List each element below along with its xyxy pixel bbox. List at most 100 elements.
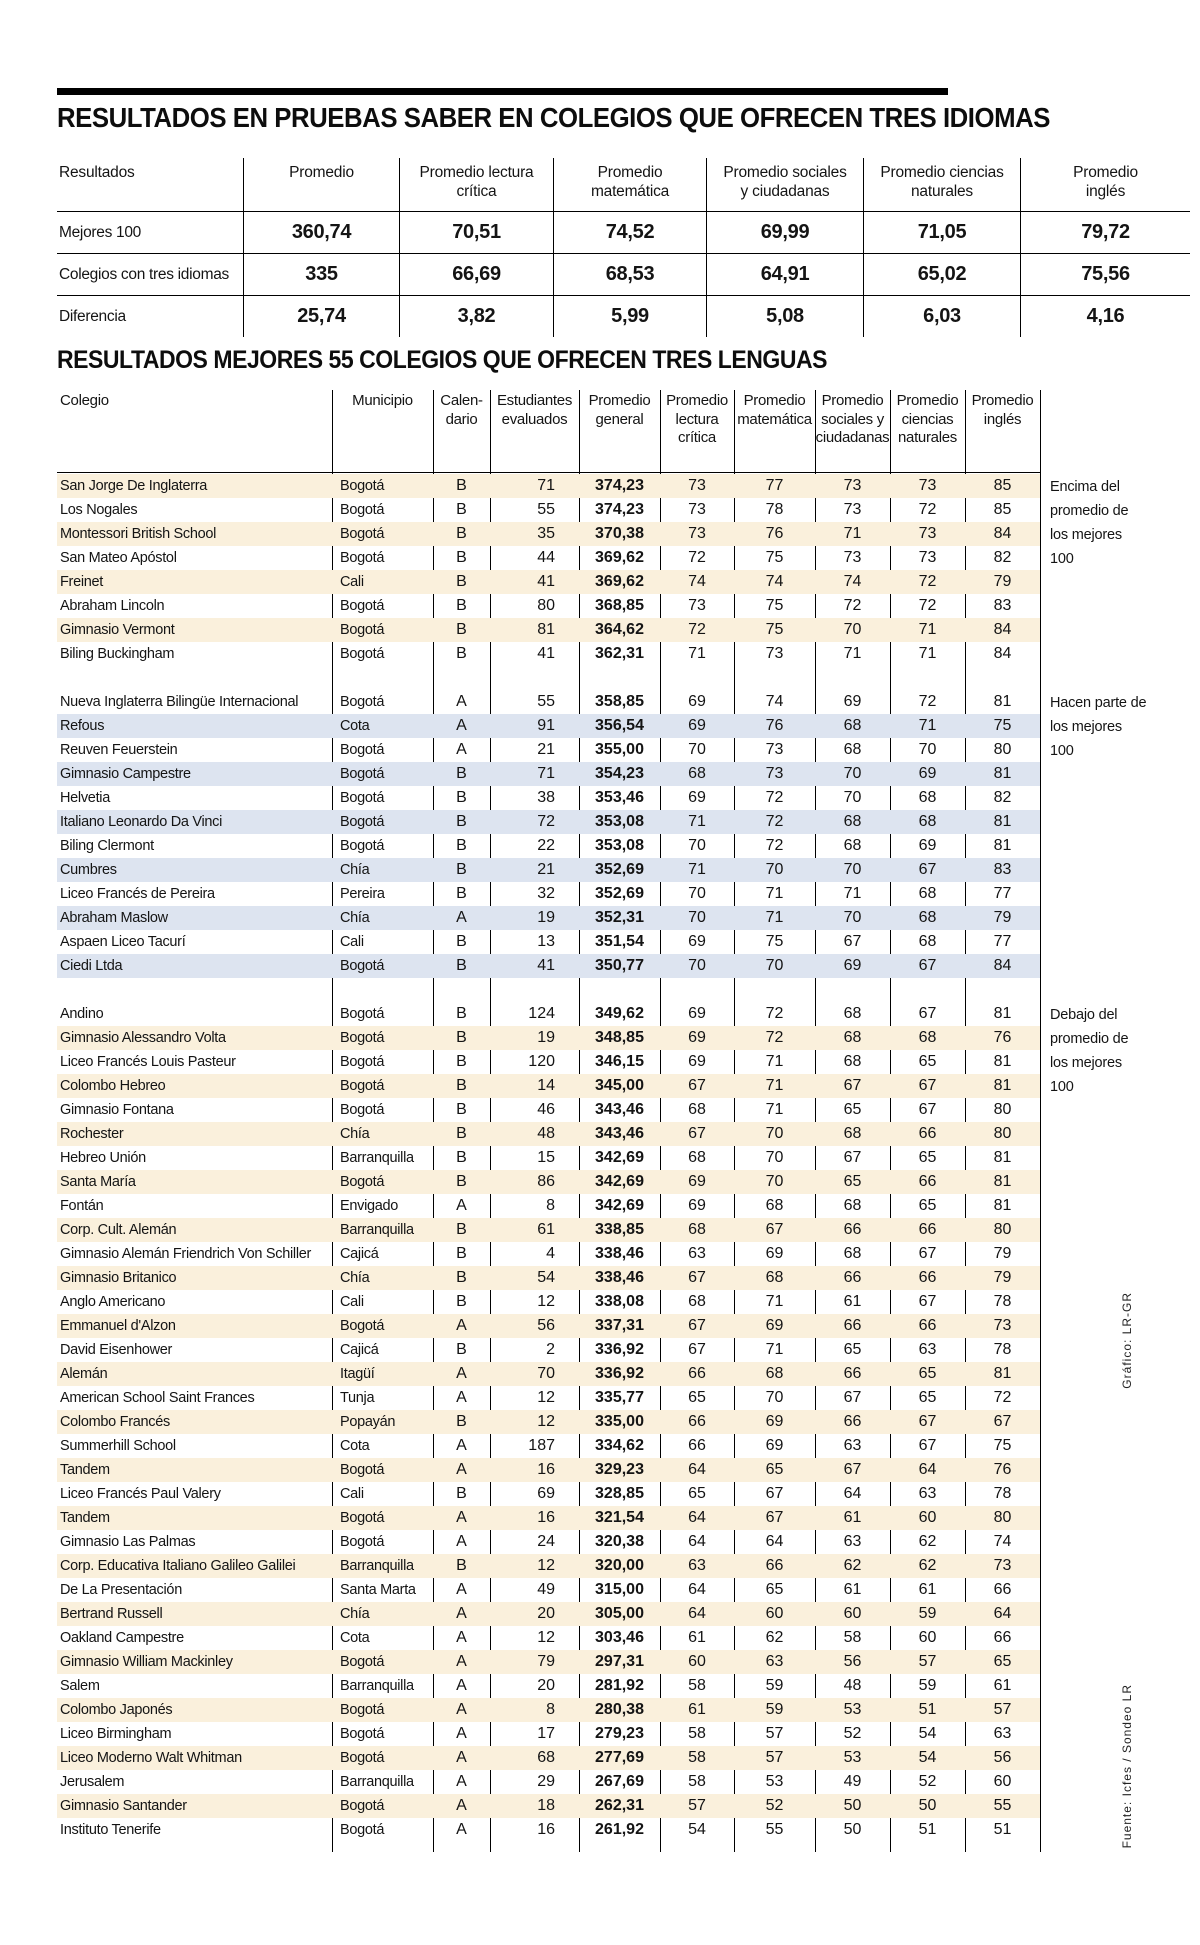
cell-sociales: 66 [815,1266,890,1290]
cell-municipio: Cajicá [332,1242,433,1266]
cell-lectura-critica: 69 [660,1026,734,1050]
cell-sociales: 60 [815,1602,890,1626]
cell-lectura-critica: 72 [660,618,734,642]
cell-promedio-general: 305,00 [579,1602,660,1626]
cell-municipio: Bogotá [332,1050,433,1074]
cell-colegio: Gimnasio Las Palmas [57,1530,332,1554]
table-row: Italiano Leonardo Da VinciBogotáB72353,0… [57,810,1040,834]
cell-ingles: 73 [965,1554,1040,1578]
cell-municipio: Bogotá [332,546,433,570]
cell-promedio-general: 338,08 [579,1290,660,1314]
cell-promedio-general: 343,46 [579,1122,660,1146]
summary-row-label: Diferencia [57,295,243,337]
cell-calendario: B [433,882,490,906]
table-row: Liceo Francés Louis PasteurBogotáB120346… [57,1050,1040,1074]
cell-ciencias: 67 [890,1410,965,1434]
cell-municipio: Barranquilla [332,1218,433,1242]
summary-column-header: Promedio sociales y ciudadanas [706,158,863,211]
cell-ingles: 84 [965,618,1040,642]
cell-sociales: 68 [815,1122,890,1146]
ranking-column-header: Promedio inglés [965,390,1040,472]
cell-colegio: Cumbres [57,858,332,882]
cell-promedio-general: 321,54 [579,1506,660,1530]
cell-estudiantes: 91 [490,714,579,738]
cell-municipio: Bogotá [332,1650,433,1674]
cell-ingles: 75 [965,714,1040,738]
cell-estudiantes: 46 [490,1098,579,1122]
cell-promedio-general: 362,31 [579,642,660,666]
ranking-column-header: Promedio matemática [734,390,815,472]
cell-ciencias: 72 [890,594,965,618]
table-row: Colombo JaponésBogotáA8280,386159535157 [57,1698,1040,1722]
cell-ciencias: 71 [890,642,965,666]
cell-municipio: Cali [332,570,433,594]
cell-ciencias: 71 [890,618,965,642]
summary-column-header: Resultados [57,158,243,211]
cell-ciencias: 72 [890,570,965,594]
cell-colegio: Jerusalem [57,1770,332,1794]
cell-matematica: 69 [734,1242,815,1266]
cell-ciencias: 65 [890,1386,965,1410]
cell-ciencias: 68 [890,930,965,954]
ranking-column-header: Calen- dario [433,390,490,472]
cell-matematica: 71 [734,1074,815,1098]
cell-municipio: Barranquilla [332,1770,433,1794]
cell-colegio: Colombo Francés [57,1410,332,1434]
cell-calendario: A [433,1506,490,1530]
cell-ciencias: 73 [890,474,965,498]
cell-colegio: Gimnasio Santander [57,1794,332,1818]
cell-lectura-critica: 63 [660,1554,734,1578]
cell-municipio: Bogotá [332,834,433,858]
cell-municipio: Cajicá [332,1338,433,1362]
cell-estudiantes: 12 [490,1410,579,1434]
cell-lectura-critica: 74 [660,570,734,594]
cell-promedio-general: 303,46 [579,1626,660,1650]
cell-calendario: A [433,906,490,930]
cell-lectura-critica: 69 [660,1050,734,1074]
cell-municipio: Chía [332,1266,433,1290]
cell-matematica: 60 [734,1602,815,1626]
cell-ciencias: 62 [890,1530,965,1554]
cell-colegio: Italiano Leonardo Da Vinci [57,810,332,834]
cell-ingles: 67 [965,1410,1040,1434]
table-row: Gimnasio BritanicoChíaB54338,46676866667… [57,1266,1040,1290]
cell-calendario: A [433,1818,490,1842]
cell-matematica: 71 [734,882,815,906]
cell-colegio: San Jorge De Inglaterra [57,474,332,498]
cell-promedio-general: 328,85 [579,1482,660,1506]
cell-colegio: Aspaen Liceo Tacurí [57,930,332,954]
summary-value: 335 [243,253,399,295]
cell-municipio: Bogotá [332,1794,433,1818]
cell-sociales: 68 [815,810,890,834]
cell-matematica: 73 [734,738,815,762]
cell-matematica: 67 [734,1506,815,1530]
cell-lectura-critica: 61 [660,1626,734,1650]
cell-ciencias: 73 [890,522,965,546]
summary-column-header: Promedio ciencias naturales [863,158,1020,211]
cell-ingles: 72 [965,1386,1040,1410]
cell-calendario: B [433,954,490,978]
cell-ingles: 75 [965,1434,1040,1458]
cell-colegio: Liceo Francés Louis Pasteur [57,1050,332,1074]
table-row: Gimnasio Alemán Friendrich Von SchillerC… [57,1242,1040,1266]
cell-ingles: 66 [965,1626,1040,1650]
cell-ingles: 79 [965,1266,1040,1290]
cell-promedio-general: 352,31 [579,906,660,930]
cell-ciencias: 70 [890,738,965,762]
cell-promedio-general: 277,69 [579,1746,660,1770]
cell-sociales: 71 [815,882,890,906]
cell-promedio-general: 335,00 [579,1410,660,1434]
cell-estudiantes: 80 [490,594,579,618]
cell-promedio-general: 343,46 [579,1098,660,1122]
cell-ingles: 85 [965,474,1040,498]
cell-matematica: 71 [734,1050,815,1074]
cell-estudiantes: 16 [490,1506,579,1530]
cell-estudiantes: 79 [490,1650,579,1674]
infographic-page: RESULTADOS EN PRUEBAS SABER EN COLEGIOS … [0,0,1200,1945]
cell-lectura-critica: 73 [660,594,734,618]
cell-colegio: Refous [57,714,332,738]
cell-estudiantes: 49 [490,1578,579,1602]
cell-promedio-general: 374,23 [579,474,660,498]
cell-municipio: Popayán [332,1410,433,1434]
cell-municipio: Bogotá [332,1818,433,1842]
